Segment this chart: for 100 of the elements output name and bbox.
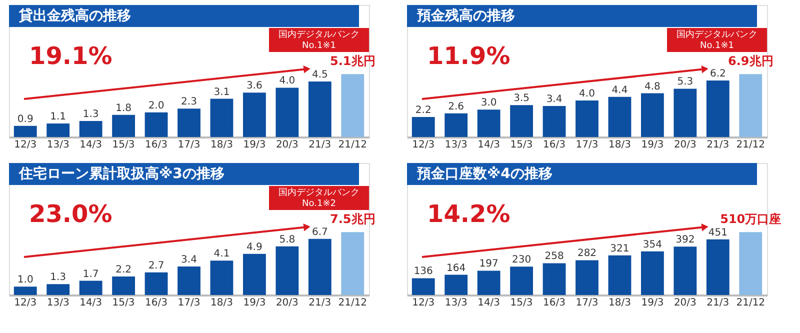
bar: [14, 126, 37, 137]
bar: [144, 272, 168, 295]
bar: [608, 255, 632, 295]
data-label: 1.7: [82, 268, 99, 280]
text: 11.9%: [427, 42, 510, 70]
data-label: 1.8: [116, 102, 132, 114]
bar: [739, 74, 762, 137]
data-label: 2.2: [116, 264, 132, 276]
x-tick-label: 13/3: [444, 298, 468, 308]
bar: [144, 112, 168, 137]
data-label: 2.6: [448, 101, 464, 112]
x-tick-label: 15/3: [510, 298, 533, 308]
x-tick-label: 21/3: [706, 140, 730, 150]
data-label: 5.8: [279, 234, 296, 246]
data-label: 510万口座: [720, 212, 782, 226]
bar: [412, 278, 435, 295]
x-tick-label: 18/3: [210, 140, 233, 150]
x-tick-label: 14/3: [80, 298, 102, 308]
x-tick-label: 17/3: [576, 140, 598, 150]
data-label: 3.0: [480, 98, 497, 109]
x-tick-label: 19/3: [243, 140, 266, 150]
data-label: 1.3: [82, 108, 99, 120]
x-tick-label: 21/12: [736, 140, 766, 150]
bar: [510, 266, 533, 295]
x-tick-label: 14/3: [478, 140, 500, 150]
x-tick-label: 20/3: [276, 140, 298, 150]
x-tick-label: 19/3: [641, 298, 664, 308]
data-label: 0.9: [17, 114, 34, 125]
data-label: 4.0: [279, 76, 296, 87]
x-tick-label: 19/3: [641, 140, 664, 150]
x-tick-label: 18/3: [608, 140, 631, 150]
bar: [477, 270, 500, 295]
x-tick-label: 21/12: [338, 140, 368, 150]
data-label: 1.3: [50, 272, 66, 284]
bar: [276, 246, 299, 295]
data-label: 6.9兆円: [728, 54, 774, 68]
bar: [510, 105, 533, 137]
data-label: 3.5: [514, 93, 530, 104]
bar: [706, 80, 730, 137]
bar: [706, 239, 730, 295]
bar: [79, 120, 102, 137]
bar: [576, 260, 598, 295]
bar: [14, 286, 37, 295]
data-label: 164: [446, 262, 466, 274]
bar: [739, 232, 762, 295]
x-tick-label: 17/3: [178, 140, 200, 150]
bar: [178, 266, 200, 295]
x-tick-label: 21/3: [706, 298, 730, 308]
data-label: 4.0: [579, 88, 595, 100]
data-label: 7.5兆円: [330, 212, 376, 226]
x-tick-label: 14/3: [80, 140, 102, 150]
x-tick-label: 21/12: [338, 298, 368, 308]
bar: [674, 88, 697, 137]
data-label: 5.1兆円: [330, 54, 376, 68]
data-label: 6.7: [312, 226, 328, 238]
bar: [576, 100, 598, 137]
x-tick-label: 21/12: [736, 298, 766, 308]
bar: [542, 263, 566, 295]
bar: [444, 113, 468, 137]
x-tick-label: 14/3: [478, 298, 500, 308]
bar: [112, 276, 135, 295]
data-label: 2.2: [415, 104, 432, 116]
bar: [641, 93, 664, 137]
bar: [308, 82, 332, 137]
x-tick-label: 20/3: [674, 298, 696, 308]
chart-title: 住宅ローン累計取扱高※3の推移: [18, 165, 224, 182]
x-tick-label: 13/3: [444, 140, 468, 150]
text: 14.2%: [427, 200, 510, 228]
data-label: 3.4: [546, 94, 562, 106]
x-tick-label: 12/3: [412, 298, 435, 308]
data-label: 3.1: [214, 86, 230, 98]
data-label: 230: [512, 254, 532, 266]
data-label: 5.3: [677, 76, 694, 88]
data-label: 2.3: [181, 96, 197, 108]
data-label: 4.9: [246, 242, 262, 253]
bar: [178, 108, 200, 137]
bar: [46, 123, 70, 137]
bar: [341, 74, 364, 137]
data-label: 321: [610, 243, 630, 254]
x-tick-label: 16/3: [145, 140, 168, 150]
data-label: 354: [642, 239, 662, 250]
bar: [608, 96, 632, 137]
x-tick-label: 15/3: [510, 140, 533, 150]
bar: [477, 110, 500, 137]
data-label: 3.4: [181, 254, 197, 266]
x-tick-label: 19/3: [243, 298, 266, 308]
x-tick-label: 16/3: [145, 298, 168, 308]
data-label: 258: [544, 251, 564, 262]
x-tick-label: 20/3: [276, 298, 298, 308]
bar: [341, 232, 364, 295]
bar: [542, 106, 566, 137]
data-label: 1.0: [17, 274, 34, 286]
text: 国内デジタルバンク No.1※1: [676, 29, 758, 51]
chart-title: 貸出金残高の推移: [18, 7, 131, 24]
x-tick-label: 12/3: [14, 298, 37, 308]
text: 国内デジタルバンク No.1※1: [278, 29, 360, 51]
bar: [210, 98, 234, 137]
x-tick-label: 12/3: [14, 140, 37, 150]
data-label: 136: [414, 266, 433, 278]
bar: [243, 92, 266, 137]
